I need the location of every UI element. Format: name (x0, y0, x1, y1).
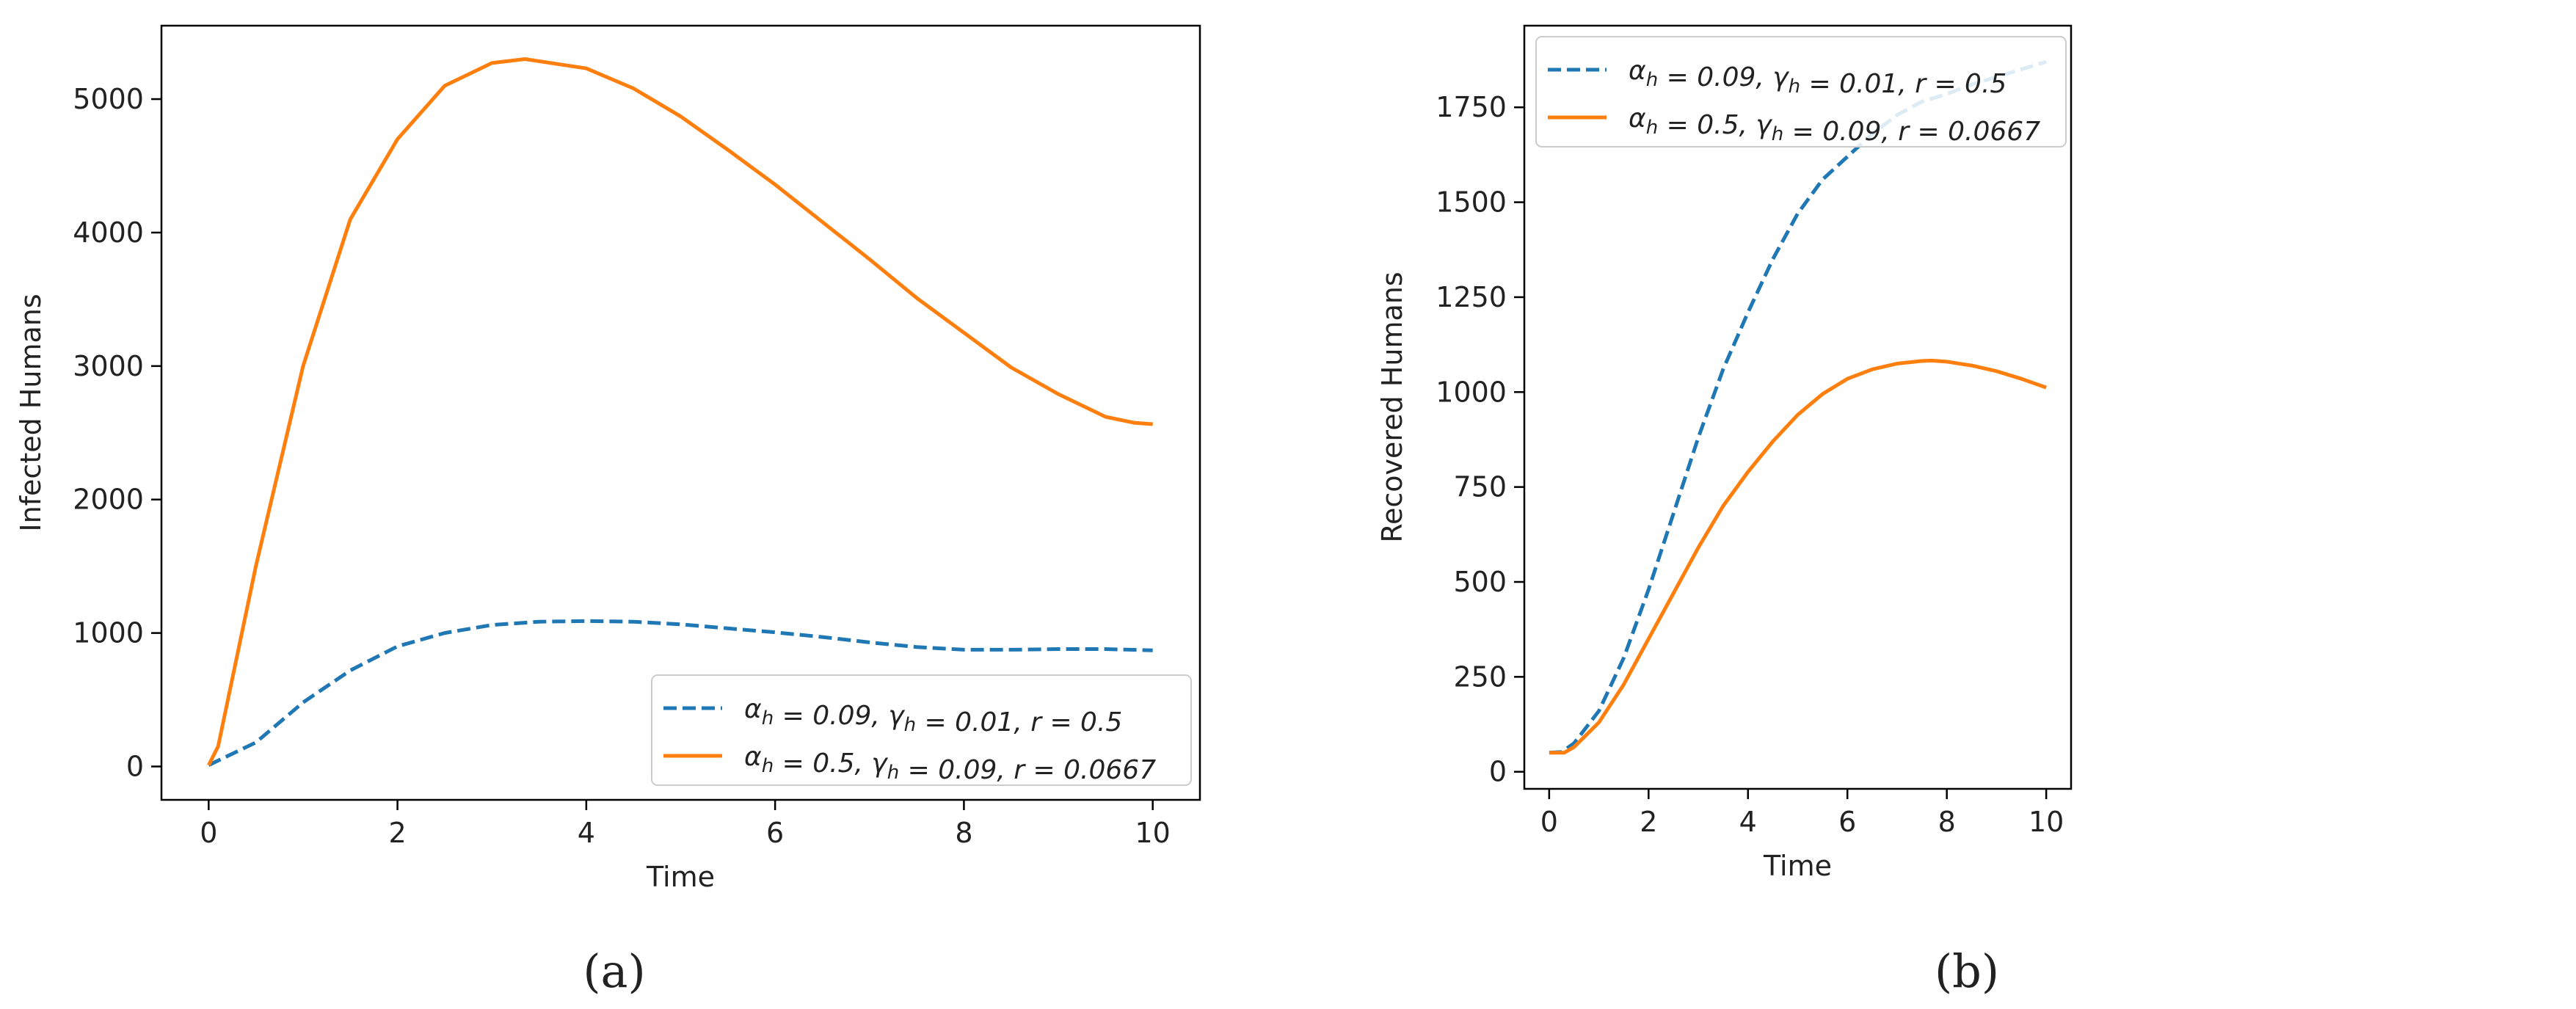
x-tick-label: 4 (1739, 806, 1757, 838)
y-tick-label: 5000 (73, 83, 144, 115)
y-axis-label: Recovered Humans (1376, 272, 1408, 542)
legend-box (1535, 36, 2067, 147)
x-tick-label: 0 (1540, 806, 1558, 838)
series-line-2 (207, 57, 1153, 766)
plot-frame (1523, 24, 2073, 790)
legend-label-2: αh = 0.5, γh = 0.09, r = 0.0667 (744, 742, 1156, 785)
panel-label: (a) (583, 944, 645, 998)
legend-subscript: h (1789, 76, 1800, 98)
legend-text-part: = 0.01, r = 0.5 (1800, 69, 2006, 99)
y-tick-label: 2000 (73, 484, 144, 516)
legend-label-1: αh = 0.09, γh = 0.01, r = 0.5 (744, 694, 1122, 737)
series-line-1 (1549, 59, 2047, 755)
x-axis-label: Time (646, 861, 715, 893)
legend-subscript: h (762, 755, 774, 777)
legend-subscript: h (1646, 117, 1658, 139)
y-tick-label: 4000 (73, 216, 144, 249)
y-tick-label: 3000 (73, 350, 144, 382)
legend-text-part: = 0.09, γ (774, 701, 905, 731)
panel-label: (b) (1935, 944, 1999, 998)
legend-text-part: = 0.5, γ (1658, 110, 1772, 140)
legend-label-2: αh = 0.5, γh = 0.09, r = 0.0667 (1629, 103, 2040, 147)
x-tick-label: 6 (766, 817, 784, 849)
legend-box (651, 674, 1192, 786)
legend-label-1: αh = 0.09, γh = 0.01, r = 0.5 (1629, 56, 2006, 99)
x-tick-label: 2 (1640, 806, 1657, 838)
legend-subscript: h (762, 707, 774, 729)
chart-panel-b: 0 2 4 6 8 10 0 250 500 750 1000 1250 1500 1750 Time Rec… (1376, 24, 2073, 998)
y-tick-label: 1000 (73, 617, 144, 649)
x-tick-label: 2 (388, 817, 406, 849)
legend-text-part: = 0.01, r = 0.5 (916, 707, 1122, 737)
x-tick-label: 10 (1135, 817, 1171, 849)
y-tick-label: 1750 (1436, 91, 1507, 123)
y-tick-label: 1250 (1436, 281, 1507, 313)
legend-text-part: α (1629, 103, 1646, 134)
legend-text-part: α (744, 742, 762, 772)
x-tick-label: 0 (200, 817, 217, 849)
x-axis-label: Time (1763, 850, 1832, 882)
y-tick-label: 0 (1489, 756, 1507, 788)
legend-subscript: h (904, 714, 916, 736)
legend-text-part: α (1629, 56, 1646, 86)
x-tick-label: 4 (578, 817, 595, 849)
y-axis-label: Infected Humans (15, 294, 47, 531)
legend-text-part: = 0.09, r = 0.0667 (1783, 117, 2040, 147)
plot-frame (160, 24, 1201, 801)
x-tick-label: 8 (955, 817, 972, 849)
chart-panel-a: 0 2 4 6 8 10 0 1000 2000 3000 4000 5000 Time Infected… (15, 24, 1201, 998)
series-line-1 (208, 619, 1153, 767)
y-tick-label: 250 (1453, 660, 1507, 693)
legend-subscript: h (1646, 69, 1658, 91)
x-tick-label: 10 (2029, 806, 2064, 838)
legend-text-part: α (744, 694, 762, 724)
legend-text-part: = 0.5, γ (774, 748, 888, 779)
x-tick-label: 8 (1938, 806, 1956, 838)
y-tick-label: 500 (1453, 566, 1507, 598)
series-line-2 (1549, 358, 2047, 755)
legend-text-part: = 0.09, γ (1658, 62, 1789, 92)
y-tick-label: 0 (126, 751, 144, 783)
y-tick-label: 1500 (1436, 186, 1507, 219)
legend-subscript: h (1772, 123, 1783, 145)
y-tick-label: 1000 (1436, 376, 1507, 408)
y-tick-label: 750 (1453, 471, 1507, 503)
legend-text-part: = 0.09, r = 0.0667 (899, 755, 1156, 785)
x-tick-label: 6 (1838, 806, 1856, 838)
legend-subscript: h (887, 762, 899, 784)
